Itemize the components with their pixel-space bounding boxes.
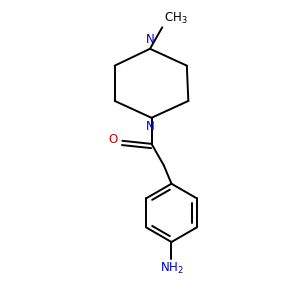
Text: N: N bbox=[146, 120, 154, 133]
Text: O: O bbox=[109, 133, 118, 146]
Text: N: N bbox=[146, 33, 154, 46]
Text: NH$_2$: NH$_2$ bbox=[160, 261, 183, 276]
Text: CH$_3$: CH$_3$ bbox=[164, 11, 188, 26]
